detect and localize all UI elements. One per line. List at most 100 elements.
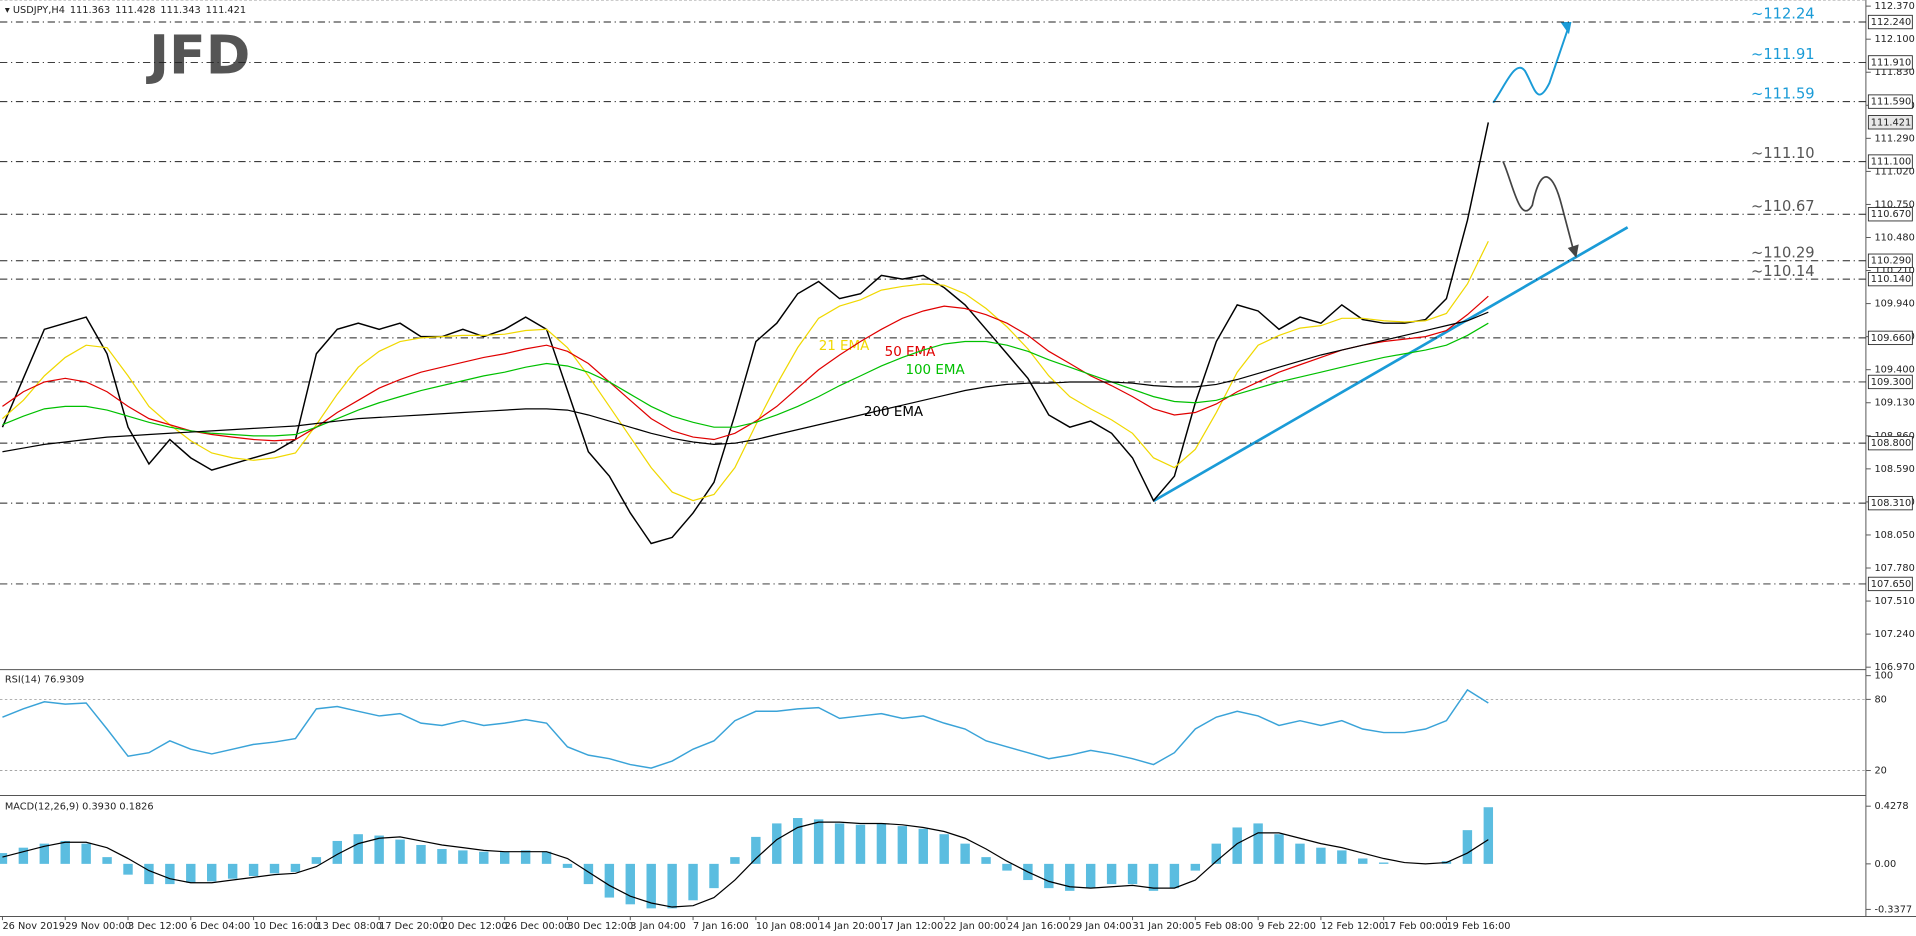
histogram-bar (960, 843, 970, 864)
series-name: 100 EMA (905, 363, 965, 378)
header: ▾ USDJPY,H4 111.363 111.428 111.343 111.421 (5, 5, 246, 16)
arrowhead (1560, 21, 1572, 35)
histogram-bar (479, 851, 489, 864)
level-label: 111.910 (1871, 57, 1911, 68)
level-label: 111.100 (1871, 157, 1911, 168)
level-annotation: ~110.29 (1751, 244, 1815, 261)
histogram-bar (604, 863, 615, 898)
histogram-bar (248, 863, 259, 876)
level-annotation: ~110.14 (1751, 263, 1815, 280)
histogram-bar (39, 843, 50, 864)
x-tick-label: 12 Feb 12:00 (1321, 921, 1385, 932)
x-tick-label: 20 Dec 12:00 (442, 921, 508, 932)
x-tick-label: 10 Dec 16:00 (254, 921, 320, 932)
histogram-bar (1190, 863, 1201, 871)
histogram-bar (1274, 834, 1284, 864)
level-box (1867, 207, 1913, 222)
histogram-bar (18, 847, 29, 864)
histogram-bar (813, 819, 824, 864)
level-label: 108.310 (1871, 498, 1911, 509)
histogram-bar (1378, 862, 1389, 864)
level-box (1867, 55, 1913, 70)
level-box (1867, 94, 1913, 109)
symbol-title: USDJPY,H4 (13, 5, 65, 16)
level-label: 111.590 (1871, 97, 1911, 108)
histogram-bar (416, 844, 426, 864)
histogram-bar (353, 834, 363, 864)
x-tick-label: 13 Dec 08:00 (316, 921, 382, 932)
y-tick-label: 107.780 (1874, 563, 1914, 574)
level-label: 109.300 (1871, 377, 1911, 388)
histogram-bar (939, 834, 949, 864)
histogram-bar (102, 857, 112, 864)
histogram-bar (876, 823, 887, 864)
arrowhead (1567, 244, 1579, 258)
ohlc: 111.343 (160, 5, 200, 16)
x-tick-label: 7 Jan 16:00 (693, 921, 749, 932)
y-tick-label: 100 (1874, 671, 1893, 682)
symbol: ▾ (5, 5, 13, 16)
histogram-bar (1295, 843, 1305, 864)
level-label: 112.240 (1871, 17, 1911, 28)
macd-title: MACD(12,26,9) 0.3930 0.1826 (5, 801, 154, 812)
y-tick-label: 110.480 (1874, 232, 1914, 243)
frame (0, 0, 1916, 917)
x-tick-label: 6 Dec 04:00 (191, 921, 250, 932)
x-tick-label: 5 Feb 08:00 (1195, 921, 1253, 932)
level-label: 109.660 (1871, 333, 1911, 344)
level-label: 110.140 (1871, 274, 1911, 285)
y-tick-label: 0.00 (1874, 859, 1896, 870)
histogram-bar (311, 857, 322, 864)
histogram-bar (437, 849, 447, 864)
last-price: 111.421 (1871, 117, 1911, 128)
level-box (1867, 576, 1913, 592)
level-annotation: ~111.59 (1751, 85, 1815, 102)
y-tick-label: 110.210 (1874, 266, 1914, 277)
x-tick-label: 26 Dec 00:00 (505, 921, 571, 932)
histogram-bar (60, 840, 70, 864)
series-line (2, 311, 1489, 453)
level-annotation: ~111.91 (1751, 46, 1815, 63)
ohlc: 111.421 (206, 5, 246, 16)
histogram-bar (1483, 807, 1494, 864)
y-tick-label: 106.970 (1874, 662, 1914, 673)
histogram-bar (541, 851, 552, 864)
series-name: 21 EMA (819, 339, 870, 354)
x-tick-label: 3 Jan 04:00 (630, 921, 686, 932)
y-tick-label: 112.100 (1874, 34, 1914, 45)
histogram-bar (1462, 830, 1473, 864)
histogram-bar (290, 863, 301, 872)
level-box (1867, 495, 1913, 511)
histogram-bar (374, 835, 384, 864)
level-annotation: ~110.67 (1751, 198, 1815, 215)
x-tick-label: 19 Feb 16:00 (1446, 921, 1510, 932)
histogram-bar (583, 863, 594, 885)
bullish-arrow (1492, 29, 1569, 104)
histogram-bar (1211, 843, 1221, 864)
y-tick-label: 108.050 (1874, 530, 1914, 541)
histogram-bar (123, 863, 133, 875)
level-annotation: ~112.24 (1751, 6, 1815, 23)
histogram-bar (186, 863, 196, 883)
level-label: 108.800 (1871, 438, 1911, 449)
y-tick-label: 80 (1874, 694, 1886, 705)
level-box (1867, 253, 1913, 268)
histogram-bar (751, 836, 761, 864)
histogram-bar (688, 863, 698, 901)
signal-line (2, 821, 1489, 908)
histogram-bar (1316, 847, 1326, 864)
series-line (2, 240, 1489, 502)
x-tick-label: 10 Jan 08:00 (756, 921, 818, 932)
y-tick-label: 107.240 (1874, 629, 1914, 640)
histogram-bar (1044, 863, 1054, 889)
histogram-bar (1002, 863, 1012, 871)
level-label: 110.290 (1871, 256, 1911, 267)
histogram-bar (562, 863, 573, 868)
histogram-bar (520, 850, 531, 864)
histogram-bar (458, 850, 468, 864)
histogram-bar (0, 853, 8, 864)
x-tick-label: 22 Jan 00:00 (944, 921, 1006, 932)
histogram-bar (981, 857, 991, 864)
y-tick-label: 111.020 (1874, 166, 1914, 177)
